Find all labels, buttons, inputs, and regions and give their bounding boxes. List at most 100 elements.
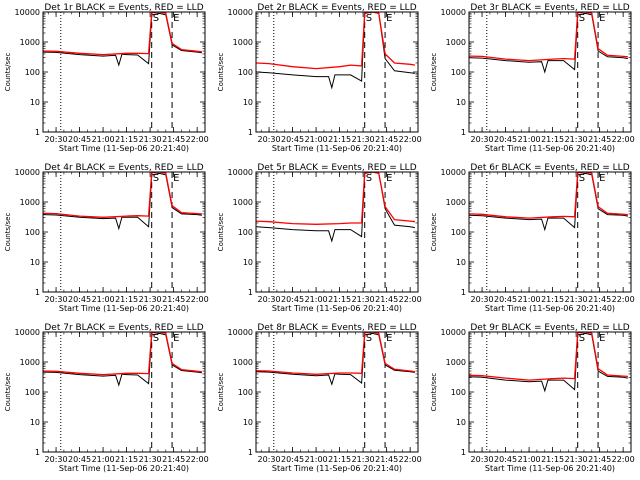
x-tick-label: 21:15 xyxy=(115,135,138,144)
y-tick-label: 1 xyxy=(248,288,253,297)
y-tick-label: 10000 xyxy=(228,328,253,337)
series-line-events xyxy=(256,12,415,90)
x-tick-label: 21:45 xyxy=(375,295,398,304)
x-tick-label: 22:00 xyxy=(612,455,635,464)
x-tick-label: 21:15 xyxy=(541,455,564,464)
start-marker: S xyxy=(579,173,585,184)
series-group xyxy=(43,12,202,67)
x-tick-label: 21:00 xyxy=(305,455,328,464)
x-tick-label: 21:30 xyxy=(565,135,588,144)
end-marker: E xyxy=(173,13,179,24)
y-axis-label: Counts/sec xyxy=(430,213,438,252)
x-axis-label: Start Time (11-Sep-06 20:21:40) xyxy=(59,304,189,313)
y-tick-label: 10 xyxy=(30,418,40,427)
end-marker: E xyxy=(599,13,605,24)
y-tick-label: 100 xyxy=(25,228,40,237)
panel-title: Det 4r BLACK = Events, RED = LLD xyxy=(44,163,203,173)
x-tick-label: 21:45 xyxy=(588,135,611,144)
x-tick-label: 21:45 xyxy=(162,455,185,464)
series-line-lld xyxy=(256,332,415,375)
x-tick-label: 21:45 xyxy=(162,295,185,304)
x-tick-label: 21:45 xyxy=(588,295,611,304)
x-tick-label: 21:15 xyxy=(541,135,564,144)
y-tick-label: 10000 xyxy=(441,168,466,177)
y-tick-label: 10 xyxy=(30,258,40,267)
y-tick-label: 1 xyxy=(35,448,40,457)
x-tick-label: 21:15 xyxy=(328,135,351,144)
y-tick-label: 1 xyxy=(461,128,466,137)
series-group xyxy=(256,332,415,386)
end-marker: E xyxy=(386,13,392,24)
y-tick-label: 1000 xyxy=(20,198,40,207)
y-tick-label: 1000 xyxy=(20,358,40,367)
y-tick-label: 10 xyxy=(30,98,40,107)
x-tick-label: 21:30 xyxy=(352,295,375,304)
y-tick-label: 10 xyxy=(456,418,466,427)
detector-panel-4: Det 4r BLACK = Events, RED = LLD 1 10 100 10… xyxy=(4,163,209,313)
x-tick-label: 20:30 xyxy=(45,135,68,144)
y-tick-label: 100 xyxy=(451,388,466,397)
x-tick-label: 22:00 xyxy=(399,455,422,464)
y-tick-label: 10000 xyxy=(15,328,40,337)
end-marker: E xyxy=(386,333,392,344)
x-tick-label: 21:30 xyxy=(139,295,162,304)
y-tick-label: 10000 xyxy=(15,168,40,177)
y-tick-label: 1 xyxy=(461,288,466,297)
series-group xyxy=(469,332,628,393)
y-tick-label: 1 xyxy=(35,288,40,297)
start-marker: S xyxy=(366,173,372,184)
x-tick-label: 20:30 xyxy=(471,295,494,304)
x-axis-label: Start Time (11-Sep-06 20:21:40) xyxy=(485,144,615,153)
series-line-events xyxy=(43,172,202,231)
detector-panel-7: Det 7r BLACK = Events, RED = LLD 1 10 100 10… xyxy=(4,323,209,473)
plot-frame xyxy=(255,331,419,453)
start-marker: S xyxy=(153,13,159,24)
x-tick-label: 21:15 xyxy=(115,455,138,464)
plot-frame xyxy=(255,171,419,293)
series-group xyxy=(469,12,628,74)
series-line-events xyxy=(43,332,202,387)
series-group xyxy=(256,172,415,243)
y-axis-label: Counts/sec xyxy=(4,373,12,412)
x-tick-label: 20:45 xyxy=(494,455,517,464)
panel-title: Det 5r BLACK = Events, RED = LLD xyxy=(257,163,416,173)
y-axis-label: Counts/sec xyxy=(217,373,225,412)
end-marker: E xyxy=(173,173,179,184)
panel-title: Det 7r BLACK = Events, RED = LLD xyxy=(44,323,203,333)
x-tick-label: 21:30 xyxy=(565,455,588,464)
y-tick-label: 1 xyxy=(248,448,253,457)
x-tick-label: 20:45 xyxy=(68,295,91,304)
y-axis-label: Counts/sec xyxy=(217,53,225,92)
y-tick-label: 100 xyxy=(238,228,253,237)
x-tick-label: 21:15 xyxy=(328,295,351,304)
series-line-lld xyxy=(469,172,628,219)
x-tick-label: 21:00 xyxy=(518,295,541,304)
x-tick-label: 22:00 xyxy=(186,135,209,144)
plot-frame xyxy=(42,331,206,453)
detector-panel-3: Det 3r BLACK = Events, RED = LLD 1 10 100 10… xyxy=(430,3,635,153)
x-tick-label: 20:45 xyxy=(68,135,91,144)
series-group xyxy=(43,172,202,231)
x-tick-label: 22:00 xyxy=(612,135,635,144)
x-axis-label: Start Time (11-Sep-06 20:21:40) xyxy=(485,464,615,473)
x-tick-label: 20:30 xyxy=(258,295,281,304)
y-tick-label: 1000 xyxy=(446,38,466,47)
plot-frame xyxy=(468,11,632,133)
x-tick-label: 20:30 xyxy=(258,135,281,144)
x-tick-label: 21:30 xyxy=(352,455,375,464)
x-tick-label: 20:45 xyxy=(281,135,304,144)
y-tick-label: 10000 xyxy=(441,8,466,17)
series-group xyxy=(469,172,628,232)
x-tick-label: 22:00 xyxy=(399,135,422,144)
end-marker: E xyxy=(599,173,605,184)
y-tick-label: 1000 xyxy=(446,198,466,207)
series-line-events xyxy=(256,332,415,386)
y-tick-label: 10000 xyxy=(228,8,253,17)
plot-frame xyxy=(42,171,206,293)
series-line-lld xyxy=(43,172,202,218)
y-tick-label: 1 xyxy=(35,128,40,137)
plot-frame xyxy=(468,331,632,453)
x-tick-label: 21:30 xyxy=(352,135,375,144)
x-tick-label: 22:00 xyxy=(612,295,635,304)
